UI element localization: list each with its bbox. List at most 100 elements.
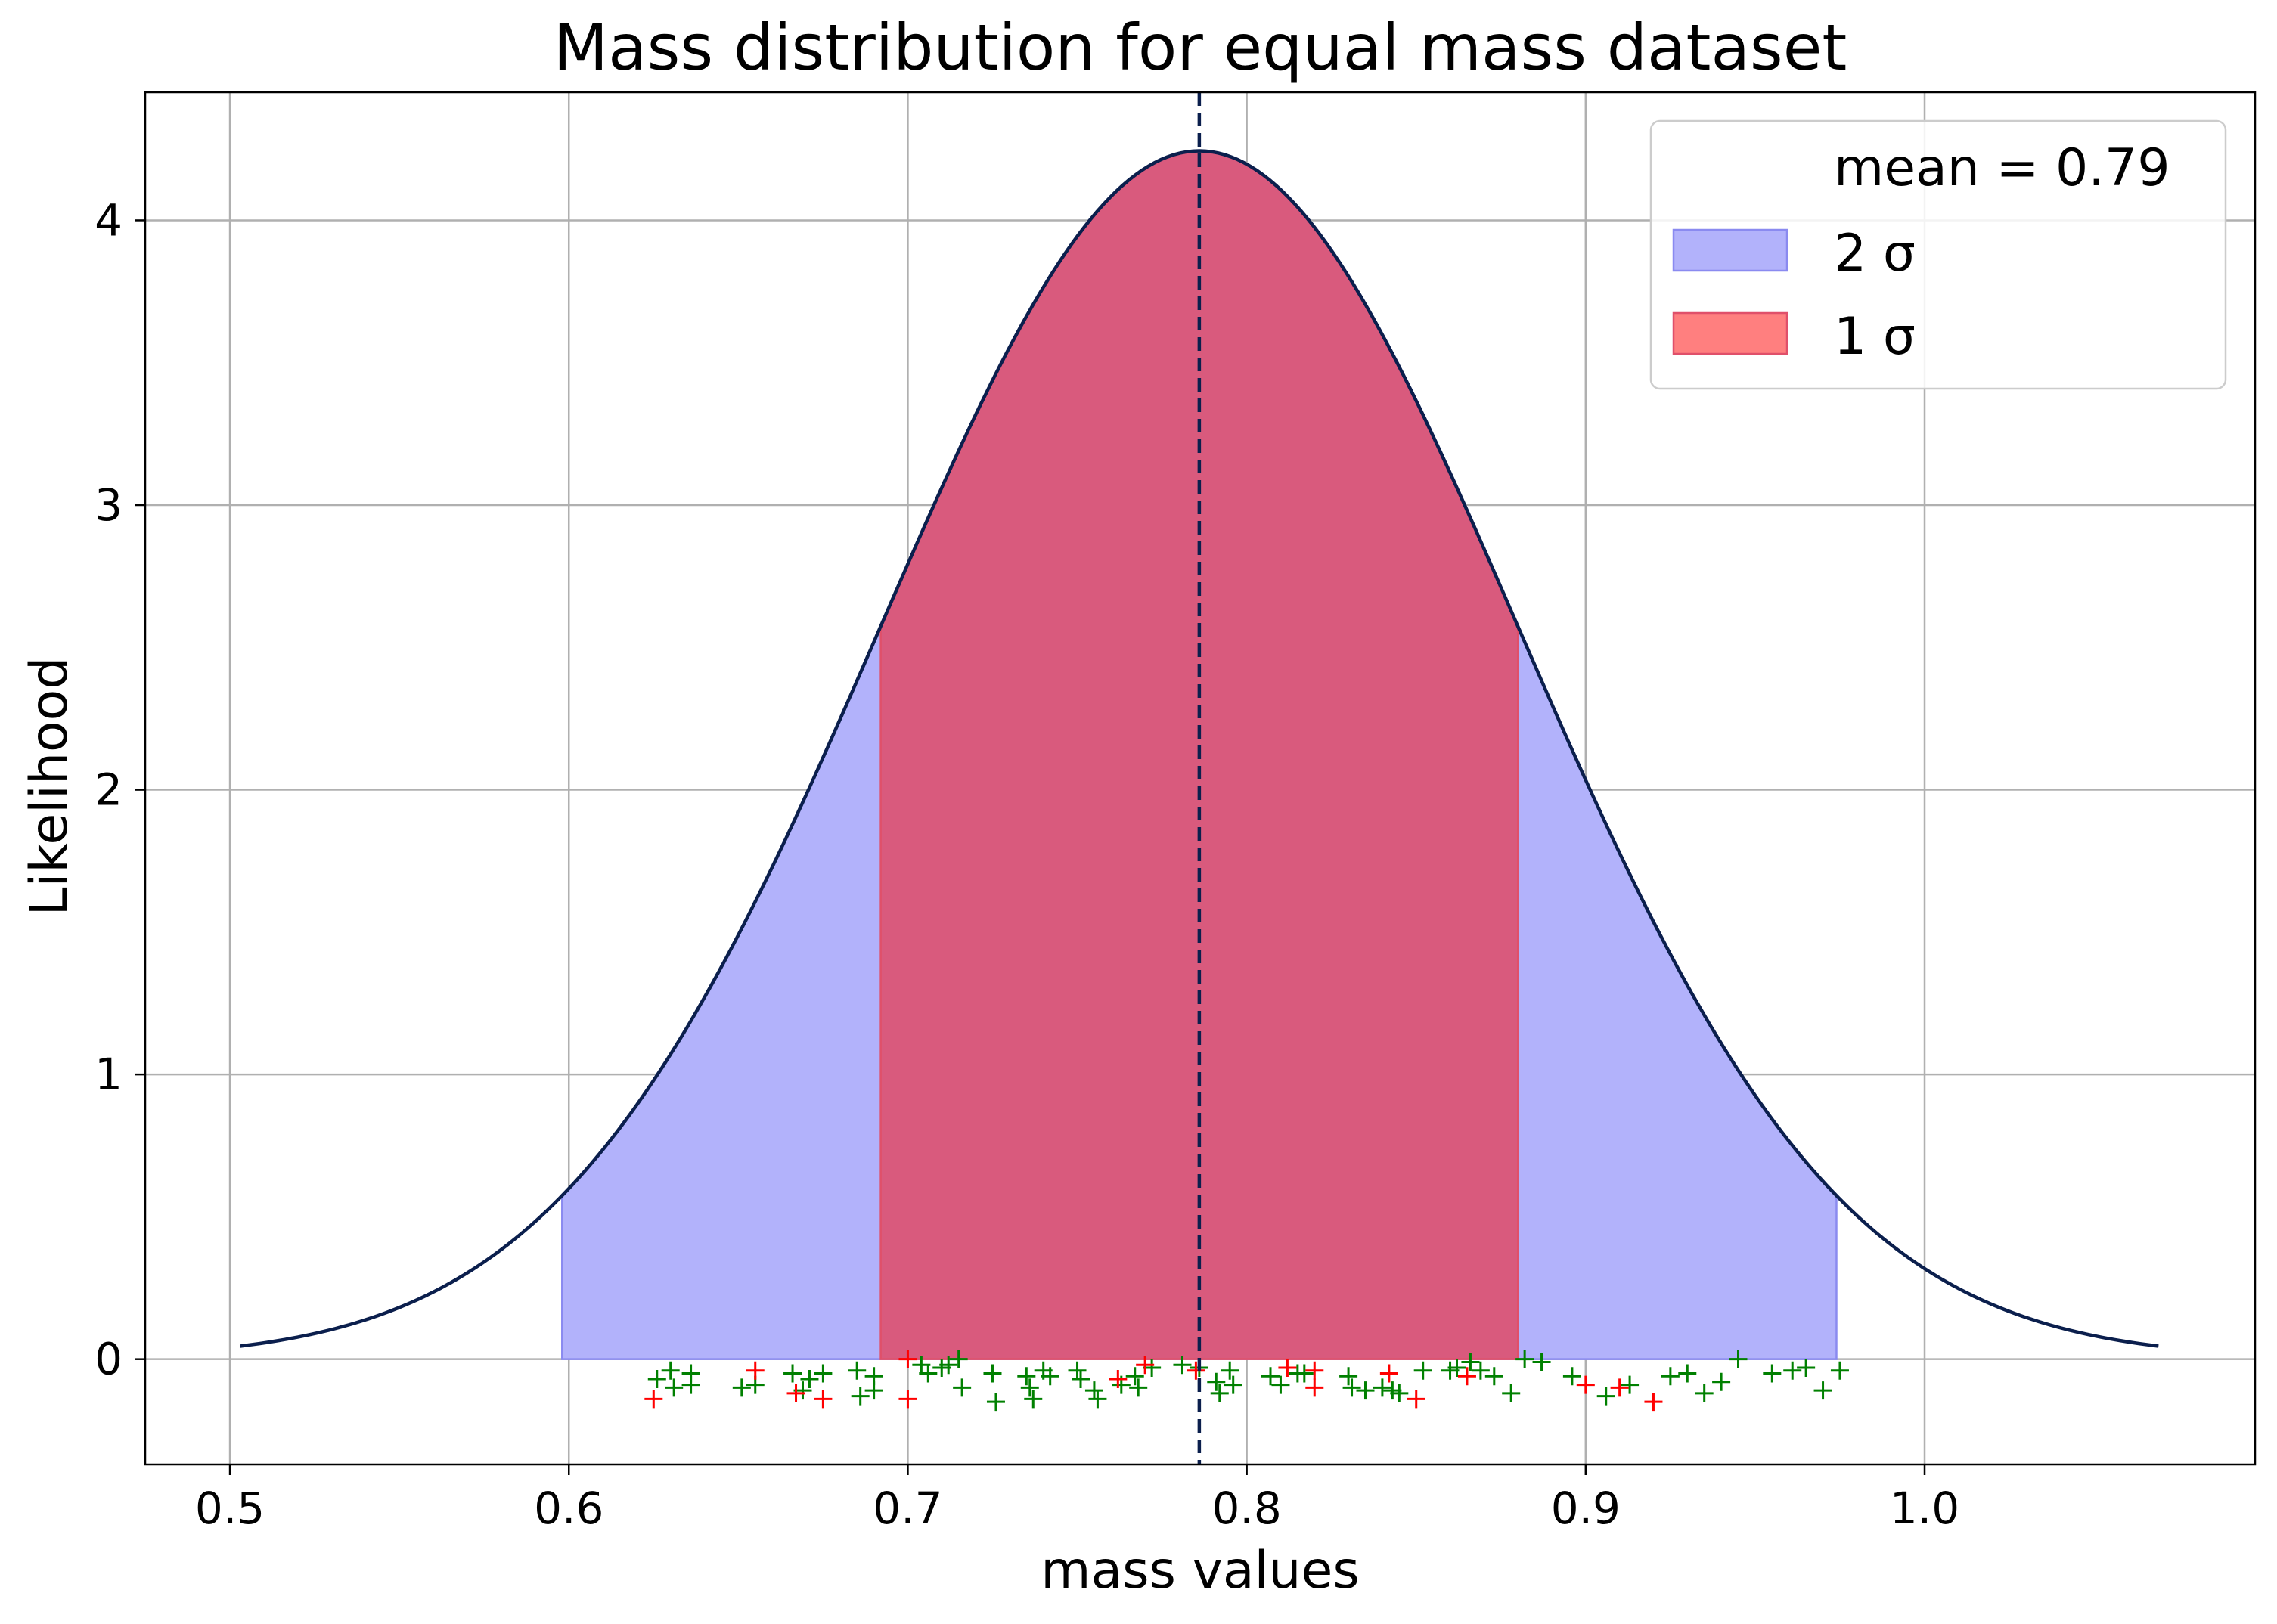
sample-point-green (1729, 1350, 1748, 1368)
y-tick-label: 4 (95, 194, 123, 246)
legend-swatch-1-sigma (1672, 311, 1788, 355)
sample-point-green (1261, 1367, 1280, 1386)
x-tick-label: 0.5 (195, 1483, 265, 1534)
sample-point-red (1109, 1370, 1128, 1389)
sample-point-green (1210, 1384, 1229, 1402)
sample-point-green (1024, 1390, 1043, 1409)
sample-point-green (1596, 1387, 1615, 1406)
sample-point-green (919, 1364, 938, 1383)
sample-point-green (1695, 1384, 1714, 1402)
sample-point-red (644, 1390, 663, 1409)
sample-point-red (898, 1350, 917, 1368)
sample-point-green (949, 1350, 968, 1368)
likelihood-curve (240, 149, 2159, 1348)
x-tick-label: 0.6 (534, 1483, 603, 1534)
sample-point-green (1783, 1361, 1802, 1380)
sample-point-green (1484, 1367, 1503, 1386)
sample-point-red (1187, 1361, 1205, 1380)
sample-point-green (1072, 1370, 1090, 1389)
sample-point-red (1278, 1358, 1297, 1377)
likelihood-curve-line (240, 149, 2159, 1348)
sample-point-green (1271, 1375, 1290, 1394)
sample-point-green (1447, 1358, 1466, 1377)
sample-point-green (1461, 1353, 1480, 1371)
sample-point-green (1515, 1350, 1534, 1368)
sample-point-green (661, 1361, 680, 1380)
sample-point-green (864, 1381, 883, 1400)
sample-point-green (986, 1393, 1005, 1412)
legend-frame (1649, 119, 2227, 390)
y-axis-label: Likelihood (20, 657, 79, 916)
sample-point-green (1390, 1384, 1409, 1402)
sample-point-green (1224, 1375, 1242, 1394)
sample-point-green (1373, 1378, 1391, 1397)
sample-point-red (1379, 1364, 1398, 1383)
legend-swatch-2-sigma (1672, 228, 1788, 272)
sample-point-red (786, 1384, 805, 1402)
sample-point-red (1305, 1361, 1324, 1380)
sample-point-green (1678, 1364, 1697, 1383)
axis-ticks: 0.5 0.6 0.7 0.8 0.9 1.0 0 1 2 3 4 (95, 194, 1959, 1534)
sample-point-green (1221, 1361, 1239, 1380)
sample-point-green (1125, 1367, 1144, 1386)
x-tick-label: 0.8 (1212, 1483, 1282, 1534)
sample-point-green (800, 1370, 819, 1389)
sample-point-green (1173, 1356, 1192, 1375)
sample-point-red (1407, 1390, 1425, 1409)
sample-point-green (1342, 1378, 1361, 1397)
x-tick-label: 0.9 (1551, 1483, 1621, 1534)
sample-point-green (1129, 1378, 1148, 1397)
sample-point-green (1088, 1390, 1107, 1409)
sample-point-green (1712, 1372, 1731, 1391)
sample-point-green (1339, 1367, 1358, 1386)
sample-point-red (1576, 1375, 1595, 1394)
sample-point-red (1305, 1378, 1324, 1397)
sample-point-green (1356, 1381, 1375, 1400)
sample-point-red (814, 1390, 833, 1409)
sample-point-red (1457, 1367, 1476, 1386)
legend-label-2-sigma: 2 σ (1834, 224, 1916, 284)
sample-point-green (1084, 1381, 1103, 1400)
plot-frame (144, 91, 2257, 1466)
sample-point-green (1041, 1367, 1059, 1386)
sample-point-red (746, 1361, 765, 1380)
x-tick-label: 1.0 (1890, 1483, 1959, 1534)
sample-point-green (1068, 1361, 1087, 1380)
sample-point-green (939, 1356, 958, 1375)
sample-point-green (1532, 1353, 1551, 1371)
sample-point-green (1621, 1375, 1640, 1394)
legend: mean = 0.79 2 σ 1 σ (1649, 119, 2227, 390)
sample-point-green (732, 1378, 751, 1397)
sample-point-green (647, 1370, 666, 1389)
sample-point-green (1207, 1372, 1226, 1391)
sample-point-green (1413, 1361, 1432, 1380)
sample-points (644, 1350, 1849, 1412)
sample-point-green (953, 1378, 972, 1397)
sample-point-green (1830, 1361, 1849, 1380)
sample-point-green (814, 1364, 833, 1383)
sample-point-green (1661, 1367, 1680, 1386)
sample-point-red (898, 1390, 917, 1409)
sample-point-green (851, 1387, 870, 1406)
y-tick-label: 3 (95, 479, 123, 531)
sample-point-green (983, 1364, 1002, 1383)
sample-point-green (665, 1378, 684, 1397)
y-tick-label: 0 (95, 1334, 123, 1385)
x-axis-label: mass values (1041, 1541, 1360, 1601)
sample-point-green (1471, 1361, 1490, 1380)
legend-mean-label: mean = 0.79 (1834, 138, 2170, 198)
sample-point-green (1017, 1367, 1036, 1386)
y-tick-label: 2 (95, 764, 123, 816)
sample-point-green (1502, 1384, 1521, 1402)
sample-point-green (1813, 1381, 1832, 1400)
sample-point-green (681, 1375, 700, 1394)
sample-point-green (1797, 1358, 1816, 1377)
sample-point-green (1295, 1364, 1314, 1383)
chart-title: Mass distribution for equal mass dataset (554, 11, 1847, 85)
sample-point-green (1020, 1378, 1039, 1397)
sample-point-green (783, 1364, 802, 1383)
sample-point-green (1562, 1367, 1581, 1386)
sample-point-green (1763, 1364, 1782, 1383)
